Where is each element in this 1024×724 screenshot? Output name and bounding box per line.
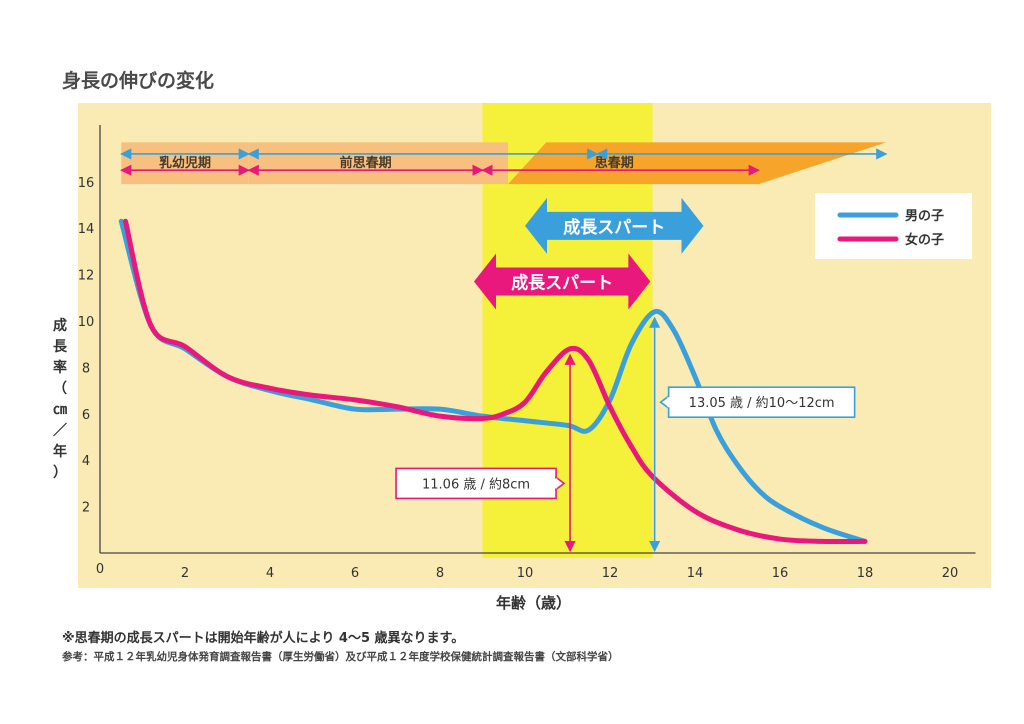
- stage-label: 前思春期: [340, 155, 392, 171]
- stage-label: 思春期: [595, 155, 634, 171]
- annotation-box: [667, 386, 856, 419]
- y-tick-label: 14: [78, 222, 95, 237]
- reference-text: 参考：平成１２年乳幼児身体発育調査報告書（厚生労働省）及び平成１２年度学校保健統…: [62, 651, 619, 663]
- growth-spurt-label: 成長スパート: [563, 217, 665, 238]
- x-tick-label: 14: [687, 566, 704, 581]
- x-tick-label: 2: [181, 566, 189, 581]
- annotation-label: 13.05 歳 / 約10〜12cm: [689, 396, 835, 411]
- y-tick-label: 4: [82, 454, 90, 469]
- x-tick-label: 12: [602, 566, 619, 581]
- series-line-girls: [123, 218, 868, 545]
- chart-title: 身長の伸びの変化: [62, 70, 215, 92]
- growth-spurt-arrow: [474, 253, 651, 310]
- y-tick-label: 6: [82, 408, 90, 423]
- x-tick-label: 8: [436, 566, 444, 581]
- legend-label: 女の子: [905, 232, 944, 248]
- y-tick-label: 8: [82, 361, 90, 376]
- x-tick-label: 10: [517, 566, 534, 581]
- stage-label: 乳幼児期: [159, 155, 211, 171]
- x-tick-label: 4: [266, 566, 274, 581]
- legend-label: 男の子: [905, 209, 944, 224]
- annotation-label: 11.06 歳 / 約8cm: [422, 477, 530, 492]
- y-tick-label: 10: [78, 315, 95, 330]
- legend-box: [815, 193, 972, 259]
- x-axis-title: 年齢（歳）: [496, 594, 571, 612]
- growth-spurt-arrow: [525, 197, 704, 254]
- y-tick-label: 16: [78, 176, 95, 191]
- x-tick-label: 16: [772, 566, 789, 581]
- puberty-note: ※思春期の成長スパートは開始年齢が人により 4〜5 歳異なります。: [62, 631, 465, 646]
- x-tick-label: 6: [351, 566, 359, 581]
- y-tick-label: 2: [82, 501, 90, 516]
- x-tick-label: 18: [857, 566, 874, 581]
- stage-band-prepuberty-overlap: [482, 142, 508, 185]
- y-axis-title: 成長率（㎝／年）: [53, 317, 68, 481]
- annotation-box: [395, 467, 557, 500]
- y-tick-label: 12: [78, 269, 95, 284]
- growth-spurt-label: 成長スパート: [511, 273, 613, 294]
- x-tick-label: 20: [942, 566, 959, 581]
- origin-label: 0: [96, 562, 104, 577]
